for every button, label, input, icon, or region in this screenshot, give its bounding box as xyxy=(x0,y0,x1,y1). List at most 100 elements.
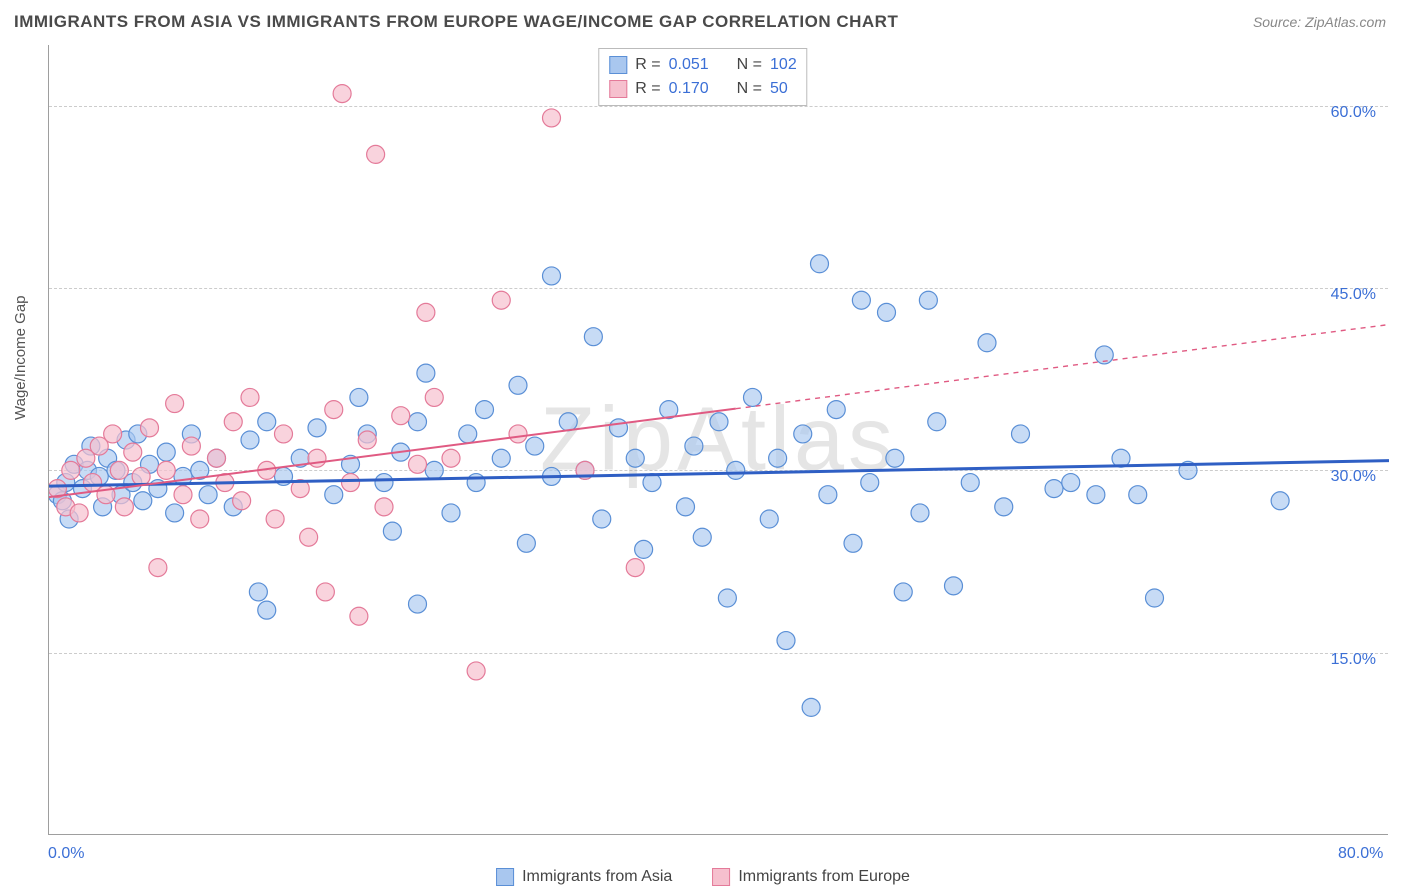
scatter-point xyxy=(224,413,242,431)
scatter-point xyxy=(241,431,259,449)
scatter-point xyxy=(409,413,427,431)
scatter-point xyxy=(919,291,937,309)
legend-swatch xyxy=(712,868,730,886)
scatter-point xyxy=(425,461,443,479)
scatter-point xyxy=(124,443,142,461)
scatter-point xyxy=(610,419,628,437)
scatter-point xyxy=(149,559,167,577)
scatter-point xyxy=(174,486,192,504)
scatter-point xyxy=(442,449,460,467)
scatter-point xyxy=(861,474,879,492)
scatter-point xyxy=(157,443,175,461)
scatter-point xyxy=(333,85,351,103)
scatter-point xyxy=(459,425,477,443)
scatter-point xyxy=(467,474,485,492)
scatter-point xyxy=(1271,492,1289,510)
scatter-point xyxy=(166,395,184,413)
scatter-point xyxy=(266,510,284,528)
scatter-point xyxy=(208,449,226,467)
scatter-point xyxy=(744,388,762,406)
legend-n-value: 102 xyxy=(770,53,797,77)
scatter-point xyxy=(258,601,276,619)
scatter-point xyxy=(392,407,410,425)
legend-series-label: Immigrants from Europe xyxy=(738,868,910,886)
y-axis-label: Wage/Income Gap xyxy=(12,295,29,420)
scatter-point xyxy=(476,401,494,419)
scatter-point xyxy=(425,388,443,406)
chart-svg xyxy=(49,45,1389,835)
scatter-point xyxy=(710,413,728,431)
scatter-point xyxy=(258,413,276,431)
legend-swatch xyxy=(609,80,627,98)
legend-r-label: R = xyxy=(635,53,660,77)
scatter-point xyxy=(409,455,427,473)
scatter-point xyxy=(375,498,393,516)
scatter-point xyxy=(827,401,845,419)
scatter-point xyxy=(794,425,812,443)
scatter-point xyxy=(300,528,318,546)
scatter-point xyxy=(62,461,80,479)
scatter-point xyxy=(157,461,175,479)
scatter-point xyxy=(115,498,133,516)
scatter-point xyxy=(182,437,200,455)
scatter-point xyxy=(70,504,88,522)
scatter-point xyxy=(886,449,904,467)
source-name: ZipAtlas.com xyxy=(1305,14,1386,30)
scatter-point xyxy=(509,376,527,394)
scatter-point xyxy=(191,510,209,528)
scatter-point xyxy=(134,492,152,510)
scatter-point xyxy=(141,419,159,437)
scatter-point xyxy=(325,486,343,504)
scatter-point xyxy=(316,583,334,601)
scatter-point xyxy=(492,449,510,467)
scatter-point xyxy=(995,498,1013,516)
scatter-point xyxy=(325,401,343,419)
scatter-point xyxy=(844,534,862,552)
legend-swatch xyxy=(609,56,627,74)
x-tick-label: 0.0% xyxy=(48,845,84,863)
scatter-point xyxy=(677,498,695,516)
scatter-point xyxy=(442,504,460,522)
scatter-point xyxy=(693,528,711,546)
scatter-point xyxy=(852,291,870,309)
trend-line-extrapolated xyxy=(736,325,1389,409)
scatter-point xyxy=(685,437,703,455)
scatter-point xyxy=(492,291,510,309)
scatter-point xyxy=(811,255,829,273)
scatter-point xyxy=(626,449,644,467)
scatter-point xyxy=(727,461,745,479)
scatter-point xyxy=(961,474,979,492)
scatter-point xyxy=(308,419,326,437)
scatter-point xyxy=(199,486,217,504)
legend-series-item: Immigrants from Asia xyxy=(496,868,672,886)
scatter-point xyxy=(945,577,963,595)
scatter-point xyxy=(350,388,368,406)
scatter-point xyxy=(241,388,259,406)
legend-n-label: N = xyxy=(737,77,762,101)
legend-r-label: R = xyxy=(635,77,660,101)
legend-n-value: 50 xyxy=(770,77,788,101)
scatter-point xyxy=(1129,486,1147,504)
scatter-point xyxy=(509,425,527,443)
scatter-point xyxy=(275,425,293,443)
scatter-point xyxy=(375,474,393,492)
scatter-point xyxy=(342,474,360,492)
scatter-point xyxy=(383,522,401,540)
x-tick-label: 80.0% xyxy=(1338,845,1383,863)
plot-area: ZipAtlas 15.0%30.0%45.0%60.0% xyxy=(48,45,1388,835)
scatter-point xyxy=(1012,425,1030,443)
scatter-point xyxy=(894,583,912,601)
scatter-point xyxy=(1045,480,1063,498)
scatter-point xyxy=(777,632,795,650)
scatter-point xyxy=(584,328,602,346)
scatter-point xyxy=(878,303,896,321)
scatter-point xyxy=(409,595,427,613)
scatter-point xyxy=(358,431,376,449)
scatter-point xyxy=(367,145,385,163)
scatter-point xyxy=(928,413,946,431)
scatter-point xyxy=(467,662,485,680)
scatter-point xyxy=(543,267,561,285)
legend-n-label: N = xyxy=(737,53,762,77)
scatter-point xyxy=(110,461,128,479)
legend-series-label: Immigrants from Asia xyxy=(522,868,672,886)
